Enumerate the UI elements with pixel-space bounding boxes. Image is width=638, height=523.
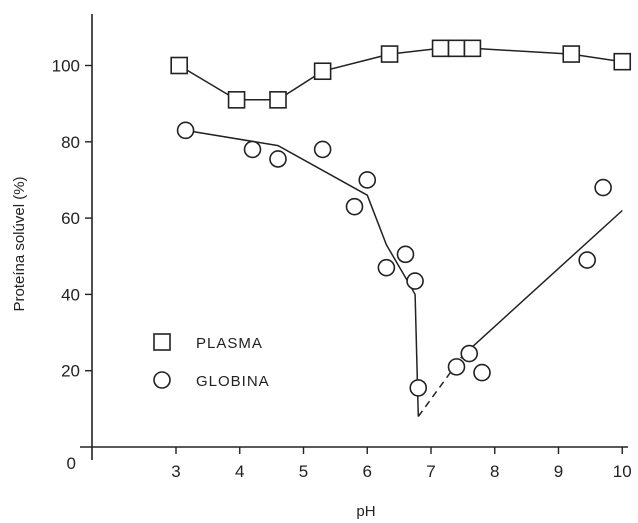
plasma-point: [380, 45, 399, 63]
globina-point: [578, 251, 596, 269]
plasma-point: [613, 52, 632, 71]
globina-point: [243, 140, 262, 159]
plasma-point: [227, 91, 246, 109]
legend: PLASMA GLOBINA: [153, 333, 270, 390]
data-markers: [170, 39, 632, 397]
x-tick-label-5: 5: [299, 462, 308, 481]
plasma-point: [269, 91, 287, 109]
globina-point: [269, 150, 287, 168]
globina-point: [313, 140, 332, 159]
y-tick-label-40: 40: [61, 285, 80, 304]
x-tick-label-4: 4: [235, 462, 244, 481]
x-tick-label-8: 8: [490, 462, 499, 481]
globina-point: [447, 358, 466, 376]
x-tick-label-3: 3: [171, 462, 180, 481]
fit-lines: [178, 47, 623, 417]
plasma-point: [447, 39, 466, 58]
globina-point: [409, 379, 428, 397]
axes: 3 4 5 6 7 8 9 10 20 40 60 80 100: [52, 14, 632, 481]
y-tick-label-100: 100: [52, 57, 80, 76]
fit-line-globina-3: [462, 209, 623, 356]
legend-plasma-marker: [153, 333, 171, 351]
globina-point: [594, 178, 612, 197]
origin-label: 0: [67, 454, 76, 473]
x-tick-label-7: 7: [426, 462, 435, 481]
legend-plasma-label: PLASMA: [196, 335, 263, 352]
fit-line-globina-1: [185, 129, 420, 417]
globina-point: [345, 197, 364, 216]
x-tick-label-10: 10: [613, 462, 632, 481]
globina-point: [176, 121, 195, 140]
y-tick-label-60: 60: [61, 209, 80, 228]
fit-line-plasma-0: [178, 47, 623, 101]
y-tick-label-20: 20: [61, 362, 80, 381]
plasma-point: [431, 39, 450, 58]
x-axis-label: pH: [356, 503, 375, 520]
plasma-point: [463, 39, 482, 58]
y-axis-label: Proteína solúvel (%): [11, 176, 28, 311]
globina-point: [473, 363, 491, 382]
plasma-point: [562, 45, 581, 63]
plasma-point: [313, 62, 332, 81]
globina-point: [377, 258, 396, 277]
globina-point: [460, 344, 479, 363]
x-tick-label-9: 9: [554, 462, 563, 481]
y-tick-label-80: 80: [61, 133, 80, 152]
plasma-point: [170, 56, 188, 75]
x-tick-label-6: 6: [363, 462, 372, 481]
globina-point: [406, 272, 424, 290]
legend-globina-marker: [153, 371, 171, 389]
globina-point: [396, 245, 415, 264]
legend-globina-label: GLOBINA: [196, 373, 270, 390]
globina-point: [358, 171, 377, 189]
